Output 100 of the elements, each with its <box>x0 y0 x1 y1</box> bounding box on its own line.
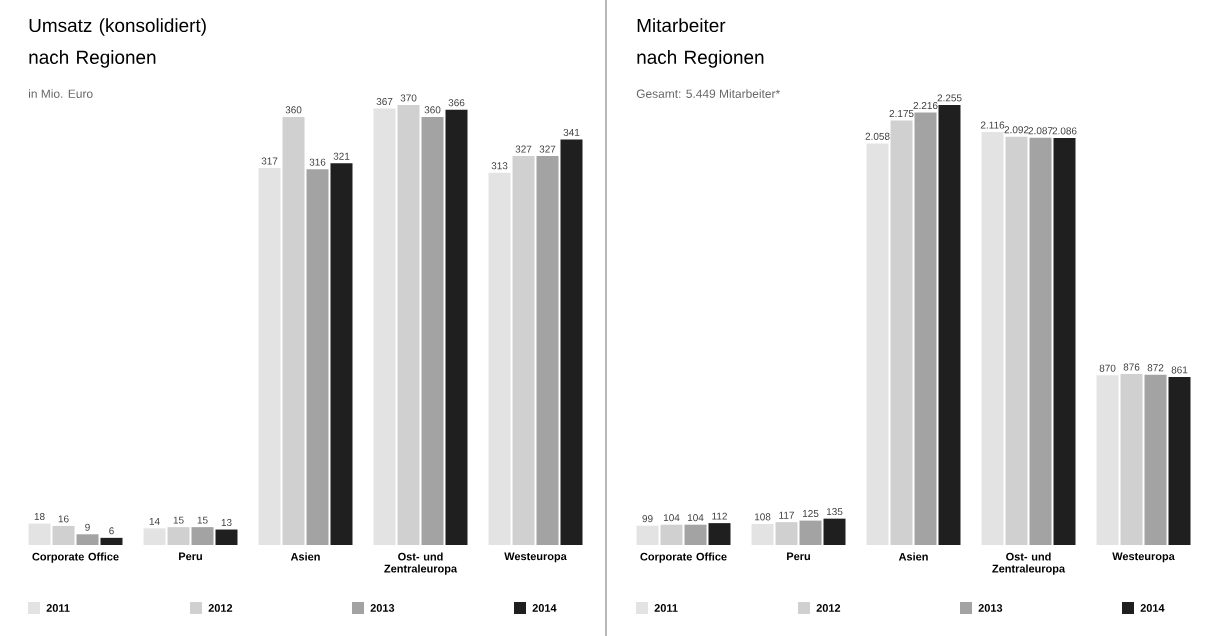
legend-label: 2014 <box>1140 604 1165 612</box>
data-label: 341 <box>563 128 580 136</box>
data-label: 125 <box>802 510 819 518</box>
bar <box>660 524 683 545</box>
bar <box>258 168 281 545</box>
bar <box>512 156 535 545</box>
x-tick-label: Westeuropa <box>504 552 567 563</box>
data-label: 2.175 <box>889 110 914 118</box>
x-tick-label: Peru <box>179 552 202 561</box>
chart-subtitle: Gesamt: 5.449 Mitarbeiter* <box>636 89 780 98</box>
data-label: 2.116 <box>980 121 1005 129</box>
bar <box>823 518 846 545</box>
bar <box>100 537 123 545</box>
x-tick-label: Corporate Office <box>640 552 727 563</box>
data-label: 872 <box>1147 364 1164 372</box>
bar <box>143 528 166 545</box>
chart-title: Umsatz (konsolidiert) nach Regionen <box>29 18 206 68</box>
data-label: 108 <box>754 513 771 521</box>
bar <box>306 169 329 545</box>
chart-title: Mitarbeiter nach Regionen <box>637 18 764 68</box>
x-tick-label: Corporate Office <box>32 552 119 563</box>
data-label: 2.216 <box>913 102 938 110</box>
data-label: 876 <box>1123 363 1140 371</box>
data-label: 13 <box>221 518 232 526</box>
bar <box>167 527 190 545</box>
bar <box>914 112 937 545</box>
bar <box>421 116 444 545</box>
bar <box>636 525 659 545</box>
data-label: 16 <box>58 515 69 523</box>
data-label: 6 <box>109 527 114 535</box>
data-label: 2.255 <box>937 94 962 102</box>
chart-subtitle: in Mio. Euro <box>29 89 93 98</box>
bar <box>866 143 889 545</box>
data-label: 15 <box>197 516 208 524</box>
x-tick-label: Asien <box>290 552 320 561</box>
data-label: 99 <box>642 515 653 523</box>
data-label: 861 <box>1171 366 1188 374</box>
bar <box>890 120 913 545</box>
bar <box>191 527 214 545</box>
bar <box>536 156 559 545</box>
bar <box>751 523 774 545</box>
data-label: 15 <box>173 516 184 524</box>
bar <box>215 529 238 545</box>
bar <box>938 104 961 545</box>
legend-label: 2012 <box>208 604 233 612</box>
data-label: 317 <box>261 157 278 165</box>
bar <box>282 116 305 545</box>
bar <box>1053 137 1076 545</box>
legend-label: 2011 <box>654 604 678 612</box>
data-label: 366 <box>448 99 465 107</box>
bar <box>373 108 396 545</box>
bar <box>775 522 798 545</box>
x-tick-label: Ost- und Zentraleuropa <box>384 552 458 575</box>
data-label: 117 <box>779 511 794 519</box>
bar <box>52 525 75 545</box>
bar <box>1096 375 1119 545</box>
data-label: 321 <box>333 152 350 160</box>
data-label: 2.058 <box>865 132 890 140</box>
bar <box>488 172 511 545</box>
data-label: 2.087 <box>1028 127 1053 135</box>
data-label: 104 <box>663 514 680 522</box>
bar <box>684 524 707 545</box>
bar <box>397 104 420 545</box>
data-label: 135 <box>826 508 843 516</box>
x-tick-label: Peru <box>787 552 810 561</box>
legend-label: 2013 <box>370 604 395 612</box>
data-label: 18 <box>34 513 45 521</box>
bar <box>560 139 583 545</box>
bar <box>76 534 99 545</box>
data-label: 2.086 <box>1052 127 1077 135</box>
data-label: 14 <box>149 517 160 525</box>
bar <box>28 523 51 545</box>
bar <box>708 523 731 545</box>
legend-label: 2014 <box>532 604 557 612</box>
data-label: 112 <box>712 512 727 520</box>
bar <box>1005 136 1028 545</box>
bar <box>1168 376 1191 545</box>
x-tick-label: Asien <box>898 552 928 561</box>
bar <box>330 163 353 545</box>
data-label: 870 <box>1099 364 1116 372</box>
x-tick-label: Ost- und Zentraleuropa <box>992 552 1066 575</box>
bar <box>799 520 822 545</box>
data-label: 370 <box>400 94 417 102</box>
data-label: 360 <box>285 106 302 114</box>
x-tick-label: Westeuropa <box>1112 552 1175 563</box>
data-label: 313 <box>491 162 508 170</box>
data-label: 367 <box>376 97 393 106</box>
data-label: 360 <box>424 106 441 114</box>
bar <box>1120 374 1143 545</box>
data-label: 2.092 <box>1004 126 1029 134</box>
data-label: 327 <box>515 145 532 153</box>
data-label: 316 <box>309 158 326 166</box>
legend-label: 2013 <box>978 604 1003 612</box>
data-label: 327 <box>539 145 556 153</box>
data-label: 9 <box>85 523 90 531</box>
data-label: 104 <box>687 514 704 522</box>
legend-label: 2011 <box>46 604 70 612</box>
bar <box>445 109 468 545</box>
bar <box>1029 137 1052 545</box>
legend-label: 2012 <box>816 604 841 612</box>
